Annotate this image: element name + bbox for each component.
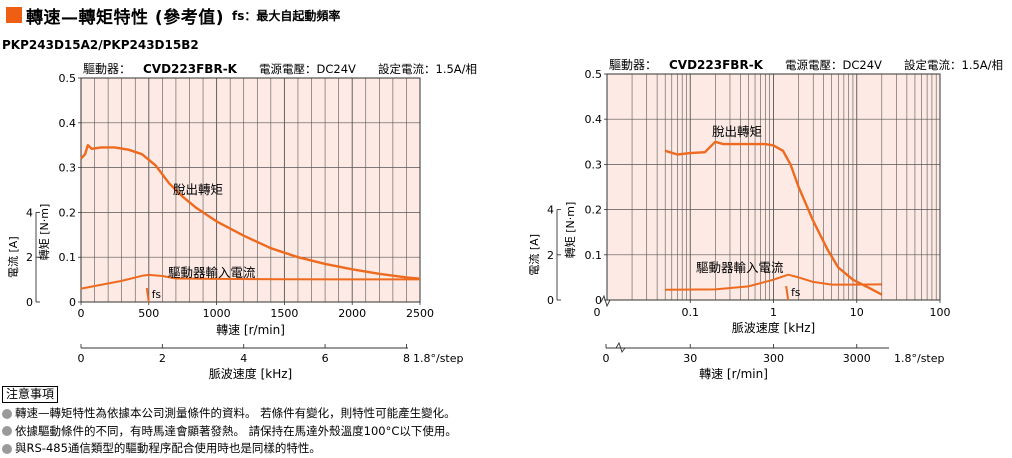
axis-break-icon xyxy=(600,294,611,308)
y2-tick-label: 4 xyxy=(26,206,33,219)
note-item: 轉速—轉矩特性為依據本公司測量條件的資料。 若條件有變化，則特性可能產生變化。 xyxy=(2,405,457,423)
x-tick-label: 1 xyxy=(770,306,777,319)
x-tick-label: 0.1 xyxy=(682,306,700,319)
bullet-icon xyxy=(2,426,12,437)
series-label-current: 驅動器輸入電流 xyxy=(696,260,784,275)
notes-title: 注意事項 xyxy=(2,386,59,403)
x2-axis-label: 脈波速度 [kHz] xyxy=(209,366,292,381)
y2-tick-label: 0 xyxy=(26,296,33,309)
pullout-torque-curve xyxy=(664,140,883,296)
y2-tick-label: 0 xyxy=(547,294,554,307)
fs-label: fs xyxy=(791,287,800,299)
y-tick-label: 0.3 xyxy=(59,162,77,175)
x2-tick-label: 30 xyxy=(683,352,697,365)
x2-tick-label: 8 xyxy=(403,352,410,365)
title-row: 轉速—轉矩特性 (參考值) fs：最大自起動頻率 xyxy=(6,3,341,28)
driver-label: 驅動器： xyxy=(83,62,131,76)
driver-input-current-curve xyxy=(80,273,420,290)
x-tick-label: 2500 xyxy=(406,307,434,320)
y-tick-label: 0.3 xyxy=(585,158,603,171)
x2-tick-label: 3000 xyxy=(843,352,871,365)
y-tick-label: 0 xyxy=(595,294,602,307)
driver-input-current-curve xyxy=(665,273,882,291)
fs-label: fs xyxy=(152,289,161,301)
series-label-torque: 脫出轉矩 xyxy=(712,124,762,139)
notes-section: 注意事項 轉速—轉矩特性為依據本公司測量條件的資料。 若條件有變化，則特性可能產… xyxy=(2,386,457,458)
y-tick-label: 0.1 xyxy=(585,249,603,262)
y2-tick-label: 4 xyxy=(547,204,554,217)
note-item: 依據驅動條件的不同，有時馬達會顯著發熱。 請保持在馬達外殼溫度100°C以下使用… xyxy=(2,423,457,441)
note-text: 轉速—轉矩特性為依據本公司測量條件的資料。 若條件有變化，則特性可能產生變化。 xyxy=(15,406,456,420)
y2-tick-label: 2 xyxy=(26,251,33,264)
y-tick-label: 0.2 xyxy=(585,204,603,217)
plot-area xyxy=(81,78,420,302)
axis-break-icon xyxy=(615,341,626,353)
y-tick-label: 0.5 xyxy=(585,68,603,81)
pullout-torque-curve xyxy=(80,144,421,280)
y-tick-label: 0.4 xyxy=(59,117,77,130)
x2-tick-label: 2 xyxy=(159,352,166,365)
x2-tick-label: 6 xyxy=(322,352,329,365)
x2-tick-label: 0 xyxy=(603,352,610,365)
x-tick-label: 1000 xyxy=(203,307,231,320)
x2-tick-label: 0 xyxy=(78,352,85,365)
y-axis-label: 轉矩 [N·m] xyxy=(38,204,51,261)
x-tick-label: 0 xyxy=(78,307,85,320)
x-tick-label: 100 xyxy=(930,306,951,319)
note-text: 依據驅動條件的不同，有時馬達會顯著發熱。 請保持在馬達外殼溫度100°C以下使用… xyxy=(15,423,457,438)
step-angle-label: 1.8°/step xyxy=(894,352,945,365)
x-axis-label: 脈波速度 [kHz] xyxy=(732,320,815,335)
note-item: 與RS-485通信類型的驅動程序配合使用時也是同樣的特性。 xyxy=(2,440,457,458)
page-subtitle: fs：最大自起動頻率 xyxy=(231,8,341,23)
y-tick-label: 0.1 xyxy=(59,251,77,264)
step-angle-label: 1.8°/step xyxy=(413,352,464,365)
set-current-label: 設定電流：1.5A/相 xyxy=(378,62,477,76)
set-current-label: 設定電流：1.5A/相 xyxy=(904,58,1003,72)
y-tick-label: 0.2 xyxy=(59,206,77,219)
fs-marker xyxy=(145,287,150,303)
supply-voltage-label: 電源電壓：DC24V xyxy=(259,62,356,76)
y-tick-label: 0.4 xyxy=(585,113,603,126)
x-tick-label: 2000 xyxy=(338,307,366,320)
x-tick-label: 1500 xyxy=(270,307,298,320)
y-tick-label: 0.5 xyxy=(59,72,77,85)
y2-tick-label: 2 xyxy=(547,249,554,262)
driver-model: CVD223FBR-K xyxy=(143,62,238,76)
x2-tick-label: 300 xyxy=(763,352,784,365)
y-tick-label: 0 xyxy=(69,296,76,309)
model-label: PKP243D15A2/PKP243D15B2 xyxy=(2,38,199,52)
supply-voltage-label: 電源電壓：DC24V xyxy=(785,58,882,72)
series-label-current: 驅動器輸入電流 xyxy=(168,265,256,280)
driver-label: 驅動器： xyxy=(609,58,657,72)
note-text: 與RS-485通信類型的驅動程序配合使用時也是同樣的特性。 xyxy=(15,441,321,455)
fs-marker xyxy=(785,285,790,301)
x-tick-label: 500 xyxy=(138,307,159,320)
bullet-icon xyxy=(2,443,12,454)
x-tick-label: 0 xyxy=(594,306,601,319)
x-tick-label: 10 xyxy=(850,306,864,319)
page-title: 轉速—轉矩特性 (參考值) xyxy=(26,7,224,28)
y2-axis-label: 電流 [A] xyxy=(6,236,20,278)
title-marker-square xyxy=(6,7,22,23)
x2-tick-label: 4 xyxy=(240,352,247,365)
x2-axis-label: 轉速 [r/min] xyxy=(699,367,768,381)
x-axis-label: 轉速 [r/min] xyxy=(216,323,285,337)
driver-model: CVD223FBR-K xyxy=(669,58,764,72)
y2-axis-label: 電流 [A] xyxy=(527,234,541,276)
bullet-icon xyxy=(2,408,12,419)
y-axis-label: 轉矩 [N·m] xyxy=(564,202,577,259)
plot-frame xyxy=(80,77,421,303)
series-label-torque: 脫出轉矩 xyxy=(173,182,223,197)
